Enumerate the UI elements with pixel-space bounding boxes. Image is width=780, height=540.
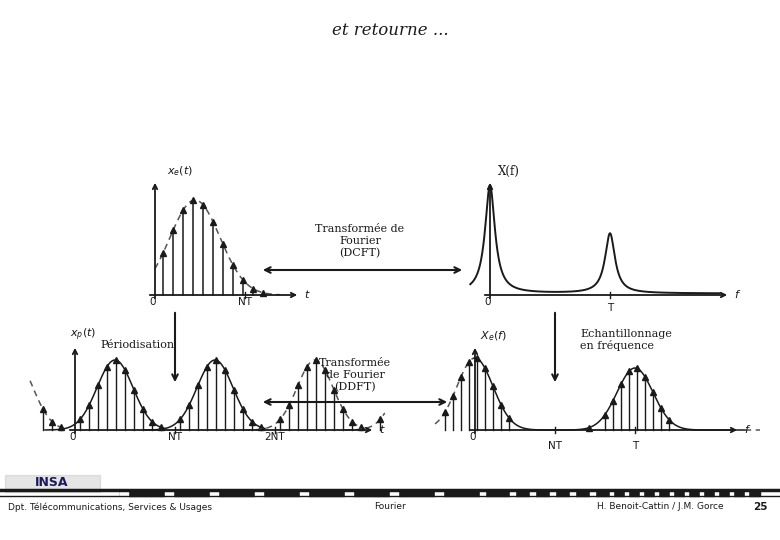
Text: NT: NT [168, 432, 182, 442]
Text: $x_e(t)$: $x_e(t)$ [167, 164, 193, 178]
Text: T: T [632, 441, 638, 451]
Text: X(f): X(f) [498, 165, 520, 178]
Text: INSA: INSA [35, 476, 69, 489]
Text: NT: NT [238, 297, 252, 307]
Text: $X_e(f)$: $X_e(f)$ [480, 329, 507, 343]
Text: Fourier: Fourier [374, 502, 406, 511]
Text: Dpt. Télécommunications, Services & Usages: Dpt. Télécommunications, Services & Usag… [8, 502, 212, 511]
Text: 0: 0 [150, 297, 156, 307]
Text: f: f [744, 425, 748, 435]
Text: 25: 25 [753, 502, 768, 512]
Text: 2NT: 2NT [264, 432, 285, 442]
Text: Echantillonnage
en fréquence: Echantillonnage en fréquence [580, 329, 672, 352]
Text: 0: 0 [484, 297, 491, 307]
Text: 0: 0 [470, 432, 477, 442]
Text: NT: NT [548, 441, 562, 451]
Text: t: t [304, 290, 308, 300]
Text: Transformée
de Fourier
(DDFT): Transformée de Fourier (DDFT) [319, 359, 391, 392]
Text: H. Benoit-Cattin / J.M. Gorce: H. Benoit-Cattin / J.M. Gorce [597, 502, 723, 511]
Text: Transformée de
Fourier
(DCFT): Transformée de Fourier (DCFT) [315, 225, 405, 258]
Text: T: T [607, 303, 613, 313]
Text: t: t [379, 425, 384, 435]
Text: f: f [734, 290, 738, 300]
Text: $x_p(t)$: $x_p(t)$ [70, 327, 96, 343]
Text: Périodisation: Périodisation [100, 340, 174, 350]
Text: et retourne ...: et retourne ... [332, 22, 448, 39]
Text: 0: 0 [69, 432, 76, 442]
